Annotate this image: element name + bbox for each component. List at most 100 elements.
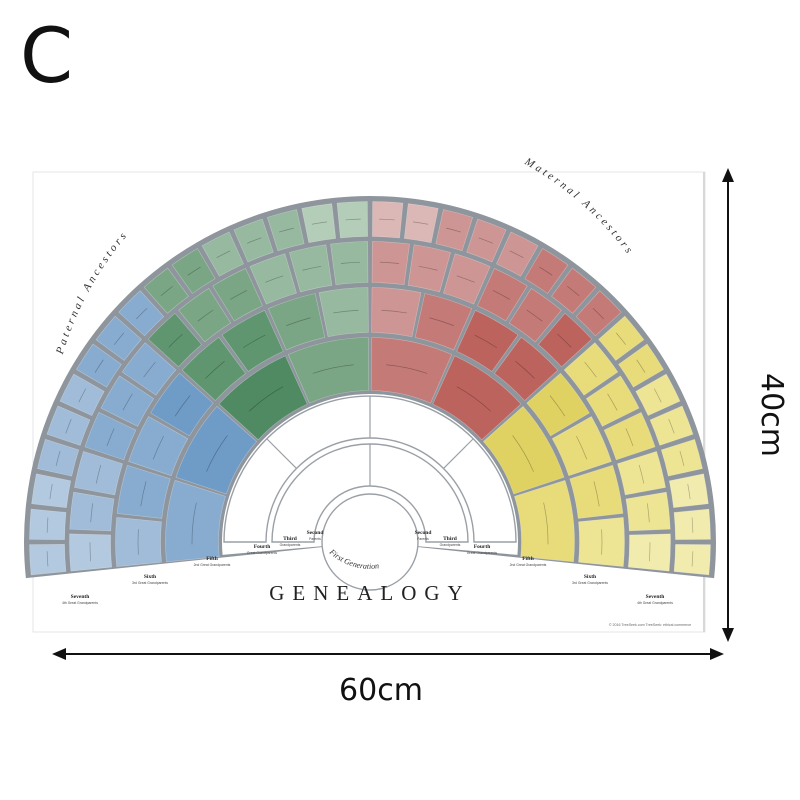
cell-write-line (636, 359, 646, 373)
ancestor-cell (69, 491, 115, 532)
ancestor-cell (617, 451, 666, 496)
left-generation-6-label: Sixth (144, 574, 156, 580)
left-generation-7-label: Seventh (71, 594, 90, 600)
height-dimension (722, 168, 734, 642)
width-arrow-right-head (710, 648, 724, 660)
ancestor-cell (84, 412, 137, 461)
cell-write-line (242, 334, 266, 349)
ancestor-cell (551, 416, 612, 476)
third-generation-divider (266, 438, 297, 469)
cell-write-line (206, 435, 228, 472)
ancestor-cell (95, 315, 142, 361)
right-generation-7-label: Seventh (646, 594, 665, 600)
cell-write-line (265, 275, 284, 283)
cell-write-line (90, 503, 94, 523)
right-generation-2-sublabel: Parents (417, 537, 429, 541)
ancestor-cell (46, 405, 91, 446)
ancestor-cell (287, 337, 370, 404)
right-generation-4-label: Fourth (474, 544, 491, 550)
left-generation-5-label: Fifth (206, 556, 218, 562)
ancestor-cell (267, 209, 305, 252)
ancestor-cell (635, 373, 681, 416)
cell-write-line (333, 309, 359, 314)
cell-write-line (549, 395, 566, 417)
ancestor-cell (178, 288, 232, 343)
ancestor-cell (249, 253, 297, 305)
cell-write-line (113, 332, 125, 345)
cell-write-line (168, 333, 183, 348)
cell-write-line (122, 393, 133, 411)
cell-write-line (386, 364, 428, 374)
ancestor-cell (660, 439, 703, 477)
cell-write-line (152, 435, 164, 460)
cell-write-line (615, 332, 627, 345)
cell-write-line (340, 261, 360, 264)
ancestor-cell (143, 267, 189, 314)
ancestor-cell (330, 241, 369, 286)
cell-write-line (543, 502, 549, 545)
left-generation-6-sublabel: 3rd Great Grandparents (132, 581, 168, 585)
ancestor-cell (603, 412, 656, 461)
ancestor-cell (514, 480, 575, 563)
third-generation-ring (223, 395, 517, 543)
width-arrow-left-head (52, 648, 66, 660)
cell-write-line (381, 309, 407, 314)
poster-title: GENEALOGY (269, 581, 470, 605)
ancestor-cell (218, 355, 308, 441)
cell-write-line (638, 464, 645, 484)
right-generation-5-sublabel: 2nd Great Grandparents (510, 563, 547, 567)
cell-write-line (46, 517, 49, 533)
ancestor-cell (673, 544, 711, 576)
ancestor-cell (483, 406, 565, 495)
cell-write-line (95, 464, 102, 484)
ancestor-cell (569, 464, 624, 519)
ancestor-cell (496, 231, 539, 277)
cell-write-line (197, 309, 214, 322)
ancestor-cell (508, 288, 562, 343)
ancestor-cell (414, 293, 472, 351)
cell-write-line (492, 290, 510, 300)
left-generation-3-label: Third (283, 536, 297, 542)
left-generation-2-label: Second (307, 530, 324, 536)
ancestor-cell (625, 491, 671, 532)
cell-write-line (94, 359, 104, 373)
cell-write-line (512, 435, 534, 472)
width-label: 60cm (339, 673, 423, 708)
cell-write-line (509, 250, 524, 259)
ancestor-cell (673, 508, 711, 540)
ancestor-cell (563, 342, 619, 396)
ancestor-cell (128, 416, 189, 476)
cell-write-line (653, 388, 662, 403)
ancestor-cell (466, 218, 507, 263)
cell-write-line (576, 435, 588, 460)
cell-write-line (478, 237, 493, 244)
ancestor-cell (598, 315, 645, 361)
ancestor-cell (407, 244, 451, 293)
ancestor-cell (524, 248, 569, 294)
cell-write-line (679, 450, 685, 466)
ancestor-cell (233, 218, 274, 263)
ancestor-cell (171, 248, 216, 294)
generation-labels: SecondParentsThirdGrandparentsFourthGrea… (62, 530, 673, 605)
ancestor-cell (301, 203, 336, 243)
ancestor-cell (181, 336, 246, 401)
right-generation-2-label: Second (415, 530, 432, 536)
cell-write-line (55, 450, 61, 466)
cell-write-line (687, 483, 691, 500)
cell-write-line (345, 218, 361, 221)
ancestor-cell (69, 533, 113, 572)
cell-write-line (143, 361, 156, 378)
right-generation-6-label: Sixth (584, 574, 596, 580)
width-dimension (52, 648, 724, 660)
cell-write-line (216, 250, 231, 259)
left-generation-4-label: Fourth (254, 544, 271, 550)
ancestor-cell (551, 267, 597, 314)
ancestor-cell (336, 201, 368, 239)
ancestor-cell (494, 336, 559, 401)
ancestor-cell (618, 343, 664, 388)
cell-write-line (247, 237, 262, 244)
ancestor-cell (526, 372, 590, 437)
cell-write-line (515, 361, 535, 379)
cell-write-line (526, 309, 543, 322)
